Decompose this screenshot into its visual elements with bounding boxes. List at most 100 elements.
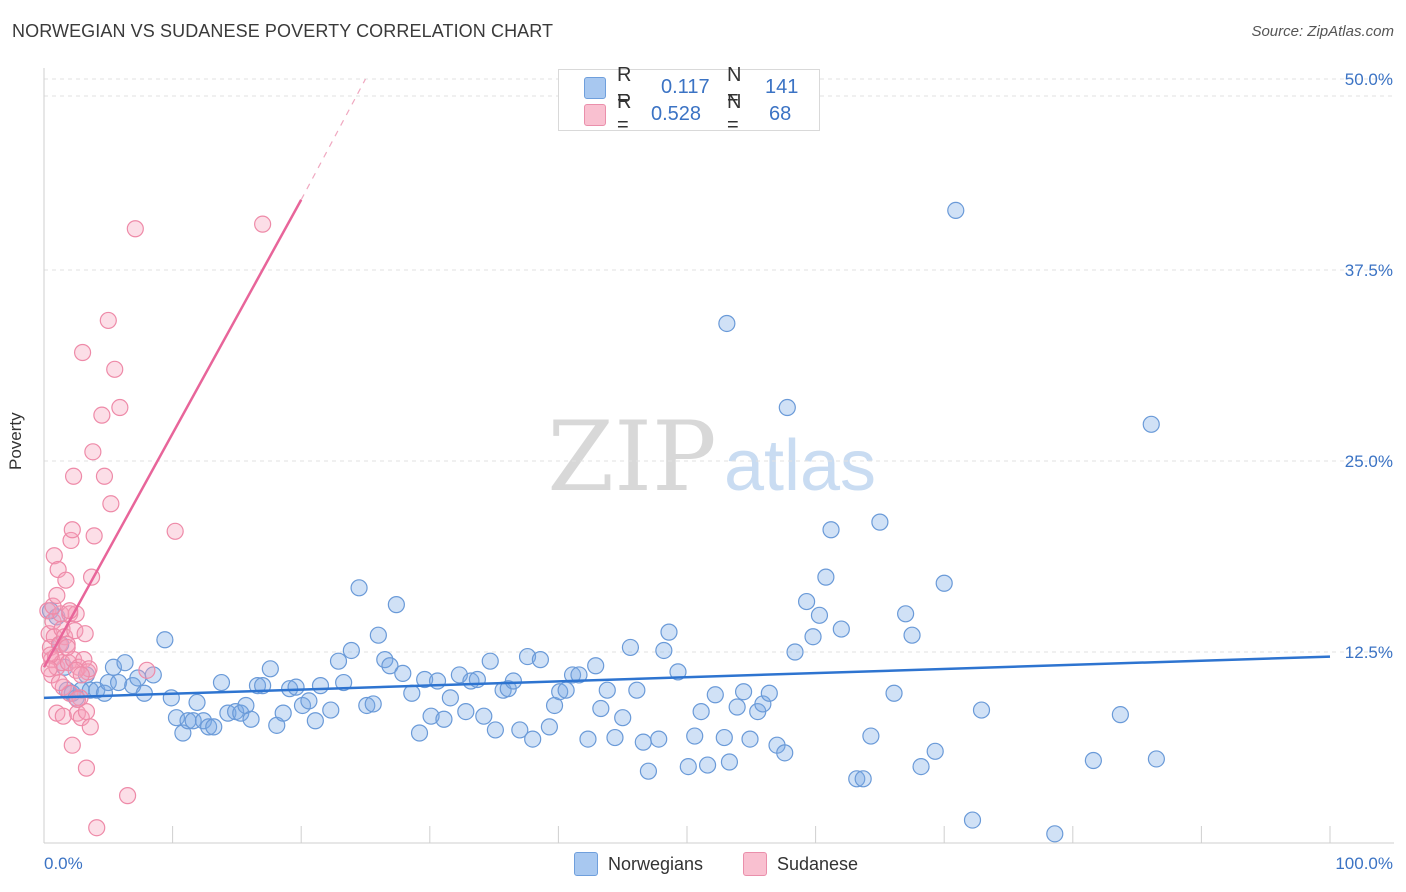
- legend-r-label: R =: [617, 91, 632, 136]
- point-sudanese: [73, 343, 92, 362]
- point-norwegian: [832, 620, 850, 638]
- point-norwegian: [441, 689, 459, 707]
- point-norwegian: [778, 398, 796, 417]
- point-norwegian: [706, 686, 724, 704]
- point-norwegian: [563, 666, 582, 684]
- point-sudanese: [57, 571, 75, 589]
- legend-n-label: N =: [727, 91, 742, 136]
- stats-legend: R = 0.117 N = 141 R = 0.528 N = 68: [558, 64, 820, 136]
- point-norwegian: [614, 709, 632, 727]
- point-norwegian: [287, 678, 305, 696]
- point-norwegian: [734, 683, 753, 701]
- trend-extension-sudanese: [300, 78, 367, 200]
- point-norwegian: [1147, 750, 1165, 768]
- point-norwegian: [350, 579, 368, 597]
- point-norwegian: [394, 664, 412, 682]
- point-norwegian: [475, 707, 493, 725]
- point-norwegian: [212, 673, 231, 692]
- trend-line-norwegians: [43, 655, 1331, 700]
- point-norwegian: [660, 623, 678, 641]
- point-norwegian: [926, 742, 944, 760]
- y-tick-label: 37.5%: [1345, 261, 1393, 280]
- point-norwegian: [871, 513, 889, 531]
- point-sudanese: [68, 690, 87, 708]
- trend-line-sudanese: [42, 199, 303, 668]
- point-sudanese: [40, 660, 58, 678]
- point-norwegian: [848, 770, 866, 788]
- point-norwegian: [655, 641, 673, 660]
- point-norwegian: [200, 718, 218, 736]
- point-sudanese: [54, 707, 72, 725]
- point-sudanese: [111, 398, 129, 417]
- point-norwegian: [715, 728, 733, 747]
- point-norwegian: [639, 762, 658, 780]
- point-norwegian: [728, 698, 746, 716]
- point-norwegian: [621, 638, 640, 657]
- point-sudanese: [50, 673, 69, 692]
- point-norwegian: [410, 724, 429, 742]
- point-norwegian: [810, 606, 829, 624]
- point-norwegian: [587, 657, 605, 675]
- bottom-legend-norwegians[interactable]: Norwegians: [574, 852, 703, 876]
- point-norwegian: [381, 657, 399, 675]
- point-norwegian: [698, 756, 717, 774]
- point-norwegian: [162, 689, 180, 707]
- legend-n-value: 68: [769, 102, 792, 125]
- point-norwegian: [311, 677, 330, 695]
- point-sudanese: [106, 360, 124, 378]
- point-norwegian: [116, 654, 134, 672]
- y-tick-label: 50.0%: [1345, 70, 1393, 89]
- point-sudanese: [166, 522, 184, 540]
- legend-label-sudanese: Sudanese: [777, 853, 859, 874]
- point-norwegian: [650, 730, 668, 748]
- point-sudanese: [254, 215, 272, 233]
- point-sudanese: [72, 666, 90, 684]
- point-sudanese: [85, 527, 103, 545]
- point-norwegian: [518, 647, 537, 666]
- point-norwegian: [364, 695, 382, 713]
- watermark-atlas: atlas: [724, 426, 876, 506]
- point-norwegian: [903, 626, 921, 644]
- point-norwegian: [692, 702, 710, 721]
- point-norwegian: [776, 744, 794, 762]
- y-tick-label: 12.5%: [1345, 643, 1393, 662]
- x-tick-label: 100.0%: [1335, 854, 1393, 873]
- point-norwegian: [686, 727, 704, 745]
- point-norwegian: [524, 730, 542, 748]
- point-norwegian: [156, 631, 174, 649]
- point-sudanese: [138, 661, 156, 679]
- legend-swatch-blue: [584, 77, 606, 99]
- watermark-zip: ZIP: [547, 401, 716, 513]
- point-norwegian: [261, 660, 279, 678]
- point-norwegian: [679, 757, 697, 776]
- point-norwegian: [786, 643, 804, 661]
- point-sudanese: [45, 547, 63, 565]
- point-norwegian: [822, 521, 840, 539]
- point-norwegian: [551, 683, 569, 701]
- point-norwegian: [435, 710, 453, 728]
- point-sudanese: [63, 521, 81, 539]
- point-norwegian: [720, 753, 739, 771]
- point-sudanese: [81, 718, 99, 736]
- legend-n-value: 141: [765, 75, 799, 98]
- point-norwegian: [481, 652, 499, 670]
- point-norwegian: [885, 684, 903, 702]
- bottom-legend-sudanese[interactable]: Sudanese: [743, 852, 858, 876]
- point-norwegian: [504, 672, 522, 690]
- point-norwegian: [416, 670, 434, 689]
- point-norwegian: [947, 201, 965, 220]
- point-norwegian: [592, 699, 610, 718]
- chart-title: NORWEGIAN VS SUDANESE POVERTY CORRELATIO…: [12, 21, 554, 41]
- point-norwegian: [306, 712, 324, 730]
- source-label: Source: ZipAtlas.com: [1251, 23, 1394, 40]
- point-norwegian: [486, 721, 504, 739]
- point-sudanese: [67, 661, 85, 679]
- point-norwegian: [862, 727, 880, 745]
- point-norwegian: [457, 702, 475, 721]
- legend-label-norwegians: Norwegians: [608, 853, 704, 874]
- point-sudanese: [88, 819, 106, 837]
- point-norwegian: [754, 695, 772, 713]
- point-norwegian: [1111, 706, 1129, 724]
- point-norwegian: [322, 701, 340, 719]
- legend-r-value: 0.117: [661, 75, 710, 98]
